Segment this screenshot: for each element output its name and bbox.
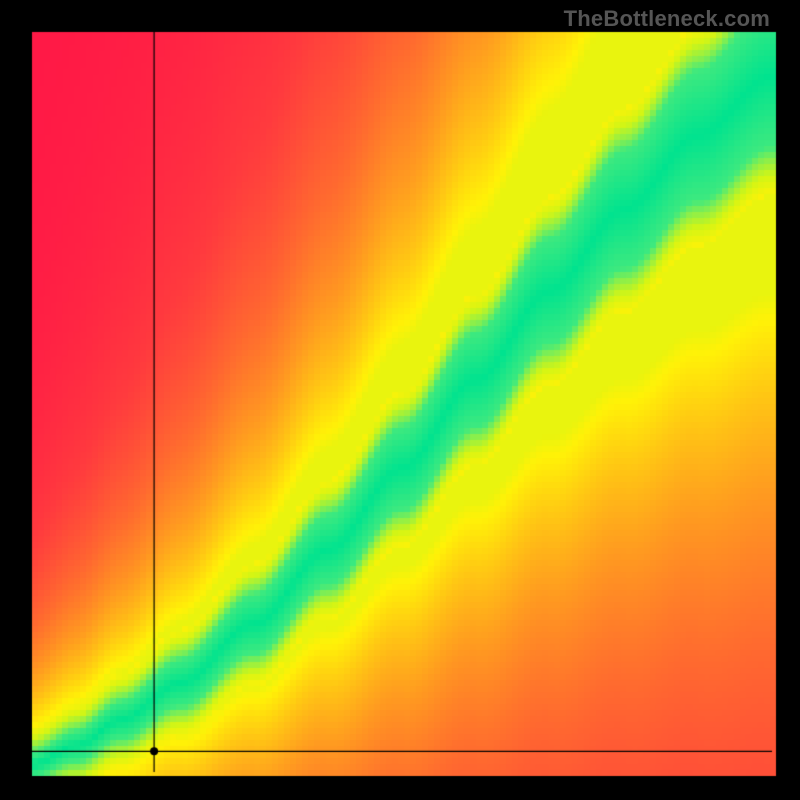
chart-container: TheBottleneck.com (0, 0, 800, 800)
heatmap-canvas (0, 0, 800, 800)
watermark-text: TheBottleneck.com (564, 6, 770, 32)
